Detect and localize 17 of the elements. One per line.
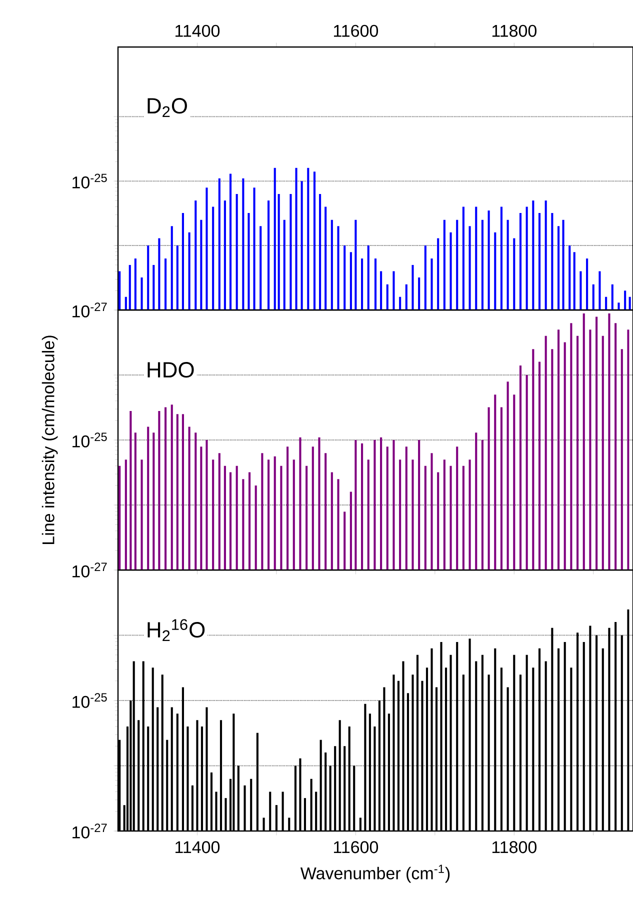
x-tick-label: 11400 <box>176 841 220 854</box>
annotation: HDO <box>148 362 194 378</box>
y-axis-title: Line intensity (cm/molecule) <box>42 336 58 544</box>
x-tick-label: 11600 <box>334 24 378 37</box>
x-tick-label: 11800 <box>492 24 536 37</box>
x-tick-label: 11800 <box>492 841 536 854</box>
y-tick-label: 10$^{-25}$ <box>72 693 107 708</box>
x-tick-label: 11600 <box>334 841 378 854</box>
y-tick-label: 10$^{-27}$ <box>72 302 107 318</box>
x-axis-title: Wavenumber (cm$^{-1}$) <box>300 864 450 883</box>
y-tick-label: 10$^{-25}$ <box>72 432 107 448</box>
y-tick-label: 10$^{-25}$ <box>72 174 107 188</box>
y-tick-label: 10$^{-27}$ <box>72 562 107 578</box>
x-tick-label: 11400 <box>176 24 220 37</box>
annotation: D$_{2}$O <box>148 98 187 117</box>
y-tick-label: 10$^{-27}$ <box>72 824 107 838</box>
annotation: H$_{2}$$^{16}$O <box>148 619 205 642</box>
